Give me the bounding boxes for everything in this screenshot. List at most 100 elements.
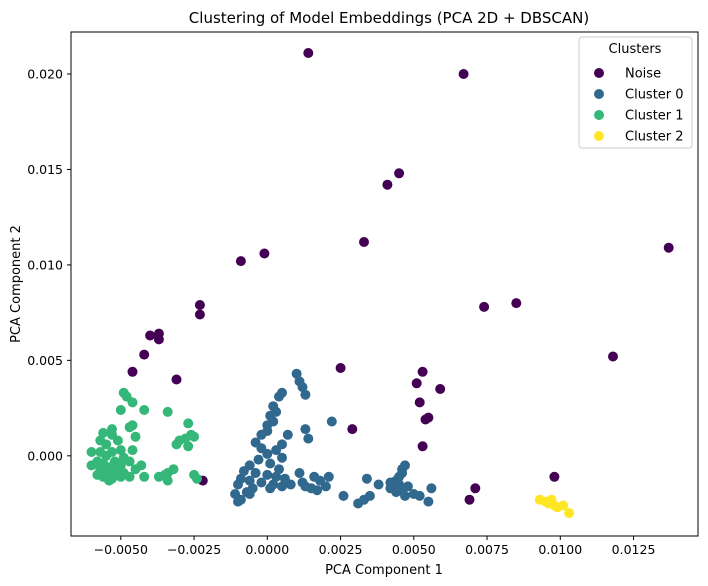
point-series-2-16 <box>189 431 200 442</box>
y-tick-label: 0.005 <box>27 353 63 368</box>
x-tick-label: 0.0125 <box>612 542 656 557</box>
point-series-2-50 <box>162 475 173 486</box>
point-series-0-0 <box>303 48 314 58</box>
point-series-2-22 <box>127 445 138 456</box>
points-layer <box>86 48 674 519</box>
y-tick-label: 0.010 <box>27 257 63 272</box>
point-series-1-59 <box>361 473 372 484</box>
point-series-2-54 <box>92 469 103 480</box>
point-series-0-5 <box>359 237 369 247</box>
point-series-1-76 <box>394 479 405 490</box>
point-series-2-27 <box>101 450 112 461</box>
point-series-2-12 <box>130 431 141 442</box>
legend-label-3: Cluster 2 <box>625 130 684 145</box>
point-series-1-45 <box>265 483 276 494</box>
point-series-0-15 <box>139 349 150 360</box>
point-series-3-6 <box>564 508 575 519</box>
point-series-0-20 <box>171 374 182 385</box>
point-series-1-30 <box>271 471 282 482</box>
point-series-1-2 <box>297 382 308 393</box>
legend-marker-0 <box>594 68 604 78</box>
x-tick-label: −0.0025 <box>167 542 221 557</box>
point-series-1-55 <box>338 490 349 501</box>
point-series-1-52 <box>244 489 255 499</box>
point-series-1-46 <box>277 481 287 492</box>
point-series-2-5 <box>162 406 173 417</box>
point-series-1-22 <box>277 452 287 463</box>
point-series-0-10 <box>194 300 205 310</box>
point-series-1-21 <box>262 448 273 459</box>
y-tick-label: 0.000 <box>27 448 63 463</box>
x-tick-label: 0.0025 <box>319 542 363 557</box>
point-series-1-10 <box>326 416 337 427</box>
point-series-2-20 <box>86 447 97 457</box>
point-series-1-71 <box>400 490 410 501</box>
point-series-1-4 <box>274 391 284 402</box>
point-series-2-18 <box>112 435 123 446</box>
y-tick-label: 0.020 <box>27 67 63 82</box>
point-series-2-44 <box>153 471 164 482</box>
point-series-1-15 <box>282 429 293 440</box>
x-tick-label: −0.0050 <box>94 542 148 557</box>
point-series-1-65 <box>400 460 410 471</box>
point-series-2-56 <box>136 460 147 471</box>
point-series-2-49 <box>139 471 150 482</box>
point-series-0-29 <box>549 471 560 482</box>
point-series-0-17 <box>127 366 138 377</box>
point-series-1-60 <box>373 479 384 490</box>
point-series-1-42 <box>320 481 331 492</box>
point-series-0-25 <box>420 414 431 425</box>
point-series-1-13 <box>300 424 311 435</box>
legend-marker-2 <box>594 110 604 120</box>
point-series-1-27 <box>238 466 249 477</box>
point-series-0-9 <box>479 301 490 312</box>
point-series-2-23 <box>171 439 182 450</box>
point-series-1-36 <box>244 475 255 486</box>
point-series-2-2 <box>127 397 138 408</box>
point-series-2-48 <box>124 471 135 482</box>
legend-label-1: Cluster 0 <box>625 88 684 103</box>
point-series-0-6 <box>259 248 270 259</box>
x-tick-label: 0.0100 <box>538 542 582 557</box>
point-series-1-77 <box>385 477 396 488</box>
point-series-2-33 <box>86 460 97 471</box>
point-series-1-24 <box>265 458 276 469</box>
point-series-1-23 <box>253 454 264 465</box>
point-series-1-50 <box>312 485 323 496</box>
point-series-2-8 <box>127 420 138 431</box>
axes: −0.0050 −0.0025 0.0000 0.0025 0.0050 0.0075 0.… <box>27 67 655 558</box>
point-series-0-23 <box>414 397 425 408</box>
point-series-0-31 <box>464 494 475 505</box>
point-series-2-19 <box>101 439 112 450</box>
x-axis-label: PCA Component 1 <box>325 563 443 578</box>
point-series-1-14 <box>256 429 267 440</box>
legend-marker-1 <box>594 89 604 99</box>
legend-marker-3 <box>594 131 604 141</box>
point-series-0-16 <box>608 351 618 362</box>
point-series-1-28 <box>250 468 261 478</box>
legend: Clusters Noise Cluster 0 Cluster 1 Cluster … <box>578 36 693 149</box>
point-series-1-39 <box>285 479 296 490</box>
x-tick-label: 0.0075 <box>465 542 509 557</box>
legend-label-2: Cluster 1 <box>625 109 684 124</box>
point-series-0-12 <box>145 330 156 341</box>
point-series-0-11 <box>194 309 205 320</box>
point-series-1-0 <box>291 368 302 379</box>
point-series-0-3 <box>382 179 393 190</box>
point-series-0-7 <box>235 256 246 267</box>
point-series-1-75 <box>426 483 437 494</box>
point-series-0-1 <box>458 69 469 79</box>
point-series-0-19 <box>417 366 428 377</box>
point-series-1-32 <box>294 468 305 478</box>
point-series-0-18 <box>335 363 346 373</box>
point-series-2-4 <box>139 405 150 415</box>
point-series-0-21 <box>411 378 422 389</box>
point-series-2-52 <box>192 473 202 484</box>
point-series-0-2 <box>394 168 405 179</box>
point-series-2-24 <box>183 441 194 452</box>
point-series-2-42 <box>168 464 179 475</box>
point-series-2-32 <box>124 456 135 467</box>
x-tick-label: 0.0000 <box>245 542 289 557</box>
point-series-1-43 <box>233 479 243 490</box>
